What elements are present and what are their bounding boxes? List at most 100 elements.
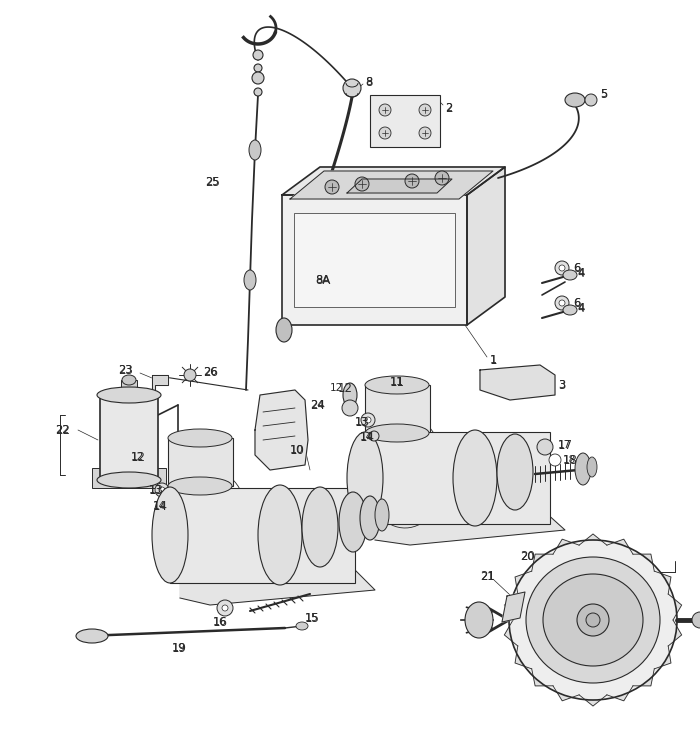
Ellipse shape bbox=[97, 387, 161, 403]
Polygon shape bbox=[152, 375, 168, 395]
Text: 20: 20 bbox=[520, 551, 535, 563]
Ellipse shape bbox=[296, 622, 308, 630]
Ellipse shape bbox=[168, 429, 232, 447]
Text: 5: 5 bbox=[600, 89, 607, 99]
Ellipse shape bbox=[276, 318, 292, 342]
Text: 6: 6 bbox=[573, 262, 580, 275]
Text: 23: 23 bbox=[118, 364, 133, 376]
Text: 14: 14 bbox=[360, 432, 373, 442]
Text: 16: 16 bbox=[213, 617, 227, 627]
Circle shape bbox=[355, 177, 369, 191]
Text: 19: 19 bbox=[172, 642, 187, 654]
Polygon shape bbox=[668, 594, 682, 620]
Circle shape bbox=[163, 500, 173, 510]
Bar bbox=[92, 468, 166, 488]
Text: 4: 4 bbox=[577, 268, 584, 278]
Text: 3: 3 bbox=[558, 378, 566, 391]
Text: 4: 4 bbox=[577, 301, 584, 314]
Text: 19: 19 bbox=[172, 643, 186, 653]
Ellipse shape bbox=[122, 375, 136, 385]
Bar bbox=[282, 195, 467, 325]
Text: 14: 14 bbox=[360, 431, 375, 444]
Circle shape bbox=[549, 454, 561, 466]
Circle shape bbox=[217, 600, 233, 616]
Text: 11: 11 bbox=[390, 375, 405, 388]
Ellipse shape bbox=[347, 432, 383, 524]
Text: 12: 12 bbox=[338, 381, 353, 394]
Bar bbox=[294, 213, 455, 307]
Circle shape bbox=[252, 72, 264, 84]
Text: 23: 23 bbox=[118, 365, 132, 375]
Text: 15: 15 bbox=[305, 613, 319, 623]
Ellipse shape bbox=[526, 557, 660, 683]
Circle shape bbox=[361, 413, 375, 427]
Polygon shape bbox=[515, 571, 532, 594]
Polygon shape bbox=[633, 554, 655, 571]
Ellipse shape bbox=[565, 93, 585, 107]
Circle shape bbox=[254, 88, 262, 96]
Text: 8A: 8A bbox=[315, 274, 330, 286]
Text: 24: 24 bbox=[310, 399, 325, 411]
Ellipse shape bbox=[497, 434, 533, 510]
Text: 16: 16 bbox=[213, 616, 228, 628]
Text: 20: 20 bbox=[520, 552, 534, 562]
Text: 10: 10 bbox=[290, 445, 304, 455]
Text: 12: 12 bbox=[131, 450, 146, 464]
Text: 18: 18 bbox=[563, 455, 576, 465]
Polygon shape bbox=[532, 669, 553, 686]
Ellipse shape bbox=[543, 574, 643, 666]
Polygon shape bbox=[607, 539, 633, 554]
Circle shape bbox=[555, 296, 569, 310]
Text: 13: 13 bbox=[355, 415, 370, 429]
Circle shape bbox=[435, 171, 449, 185]
Ellipse shape bbox=[563, 270, 577, 280]
Polygon shape bbox=[515, 646, 532, 669]
Circle shape bbox=[325, 180, 339, 194]
Text: 1: 1 bbox=[490, 354, 498, 367]
Polygon shape bbox=[654, 571, 671, 594]
Polygon shape bbox=[579, 534, 607, 545]
Circle shape bbox=[137, 470, 153, 486]
Text: 21: 21 bbox=[480, 572, 494, 582]
Ellipse shape bbox=[339, 492, 367, 552]
Polygon shape bbox=[668, 620, 682, 646]
Circle shape bbox=[379, 104, 391, 116]
Polygon shape bbox=[180, 570, 375, 605]
Circle shape bbox=[253, 50, 263, 60]
Text: 12: 12 bbox=[330, 383, 343, 393]
Text: 17: 17 bbox=[558, 438, 573, 452]
Bar bbox=[370, 95, 440, 147]
Bar bbox=[365, 385, 430, 433]
Ellipse shape bbox=[365, 424, 429, 442]
Polygon shape bbox=[480, 365, 555, 400]
Text: 5: 5 bbox=[600, 88, 608, 100]
Circle shape bbox=[585, 94, 597, 106]
Polygon shape bbox=[282, 167, 505, 195]
Ellipse shape bbox=[360, 496, 380, 540]
Ellipse shape bbox=[76, 629, 108, 643]
Text: 14: 14 bbox=[153, 501, 167, 511]
Polygon shape bbox=[532, 554, 553, 571]
Circle shape bbox=[343, 79, 361, 97]
Text: 22: 22 bbox=[55, 423, 70, 437]
Circle shape bbox=[405, 174, 419, 188]
Text: 4: 4 bbox=[577, 303, 584, 313]
Circle shape bbox=[559, 265, 565, 271]
Ellipse shape bbox=[575, 453, 591, 485]
Bar bbox=[170, 488, 355, 583]
Circle shape bbox=[222, 605, 228, 611]
Text: 26: 26 bbox=[203, 366, 218, 378]
Circle shape bbox=[537, 439, 553, 455]
Text: 2: 2 bbox=[445, 103, 452, 113]
Ellipse shape bbox=[465, 602, 493, 638]
Ellipse shape bbox=[587, 457, 597, 477]
Text: 3: 3 bbox=[558, 380, 565, 390]
Bar bbox=[365, 432, 550, 524]
Text: 26: 26 bbox=[203, 367, 217, 377]
Polygon shape bbox=[347, 179, 452, 193]
Text: 13: 13 bbox=[355, 417, 368, 427]
Circle shape bbox=[184, 369, 196, 381]
Text: 13: 13 bbox=[149, 485, 162, 495]
Text: 1: 1 bbox=[490, 355, 497, 365]
Ellipse shape bbox=[563, 305, 577, 315]
